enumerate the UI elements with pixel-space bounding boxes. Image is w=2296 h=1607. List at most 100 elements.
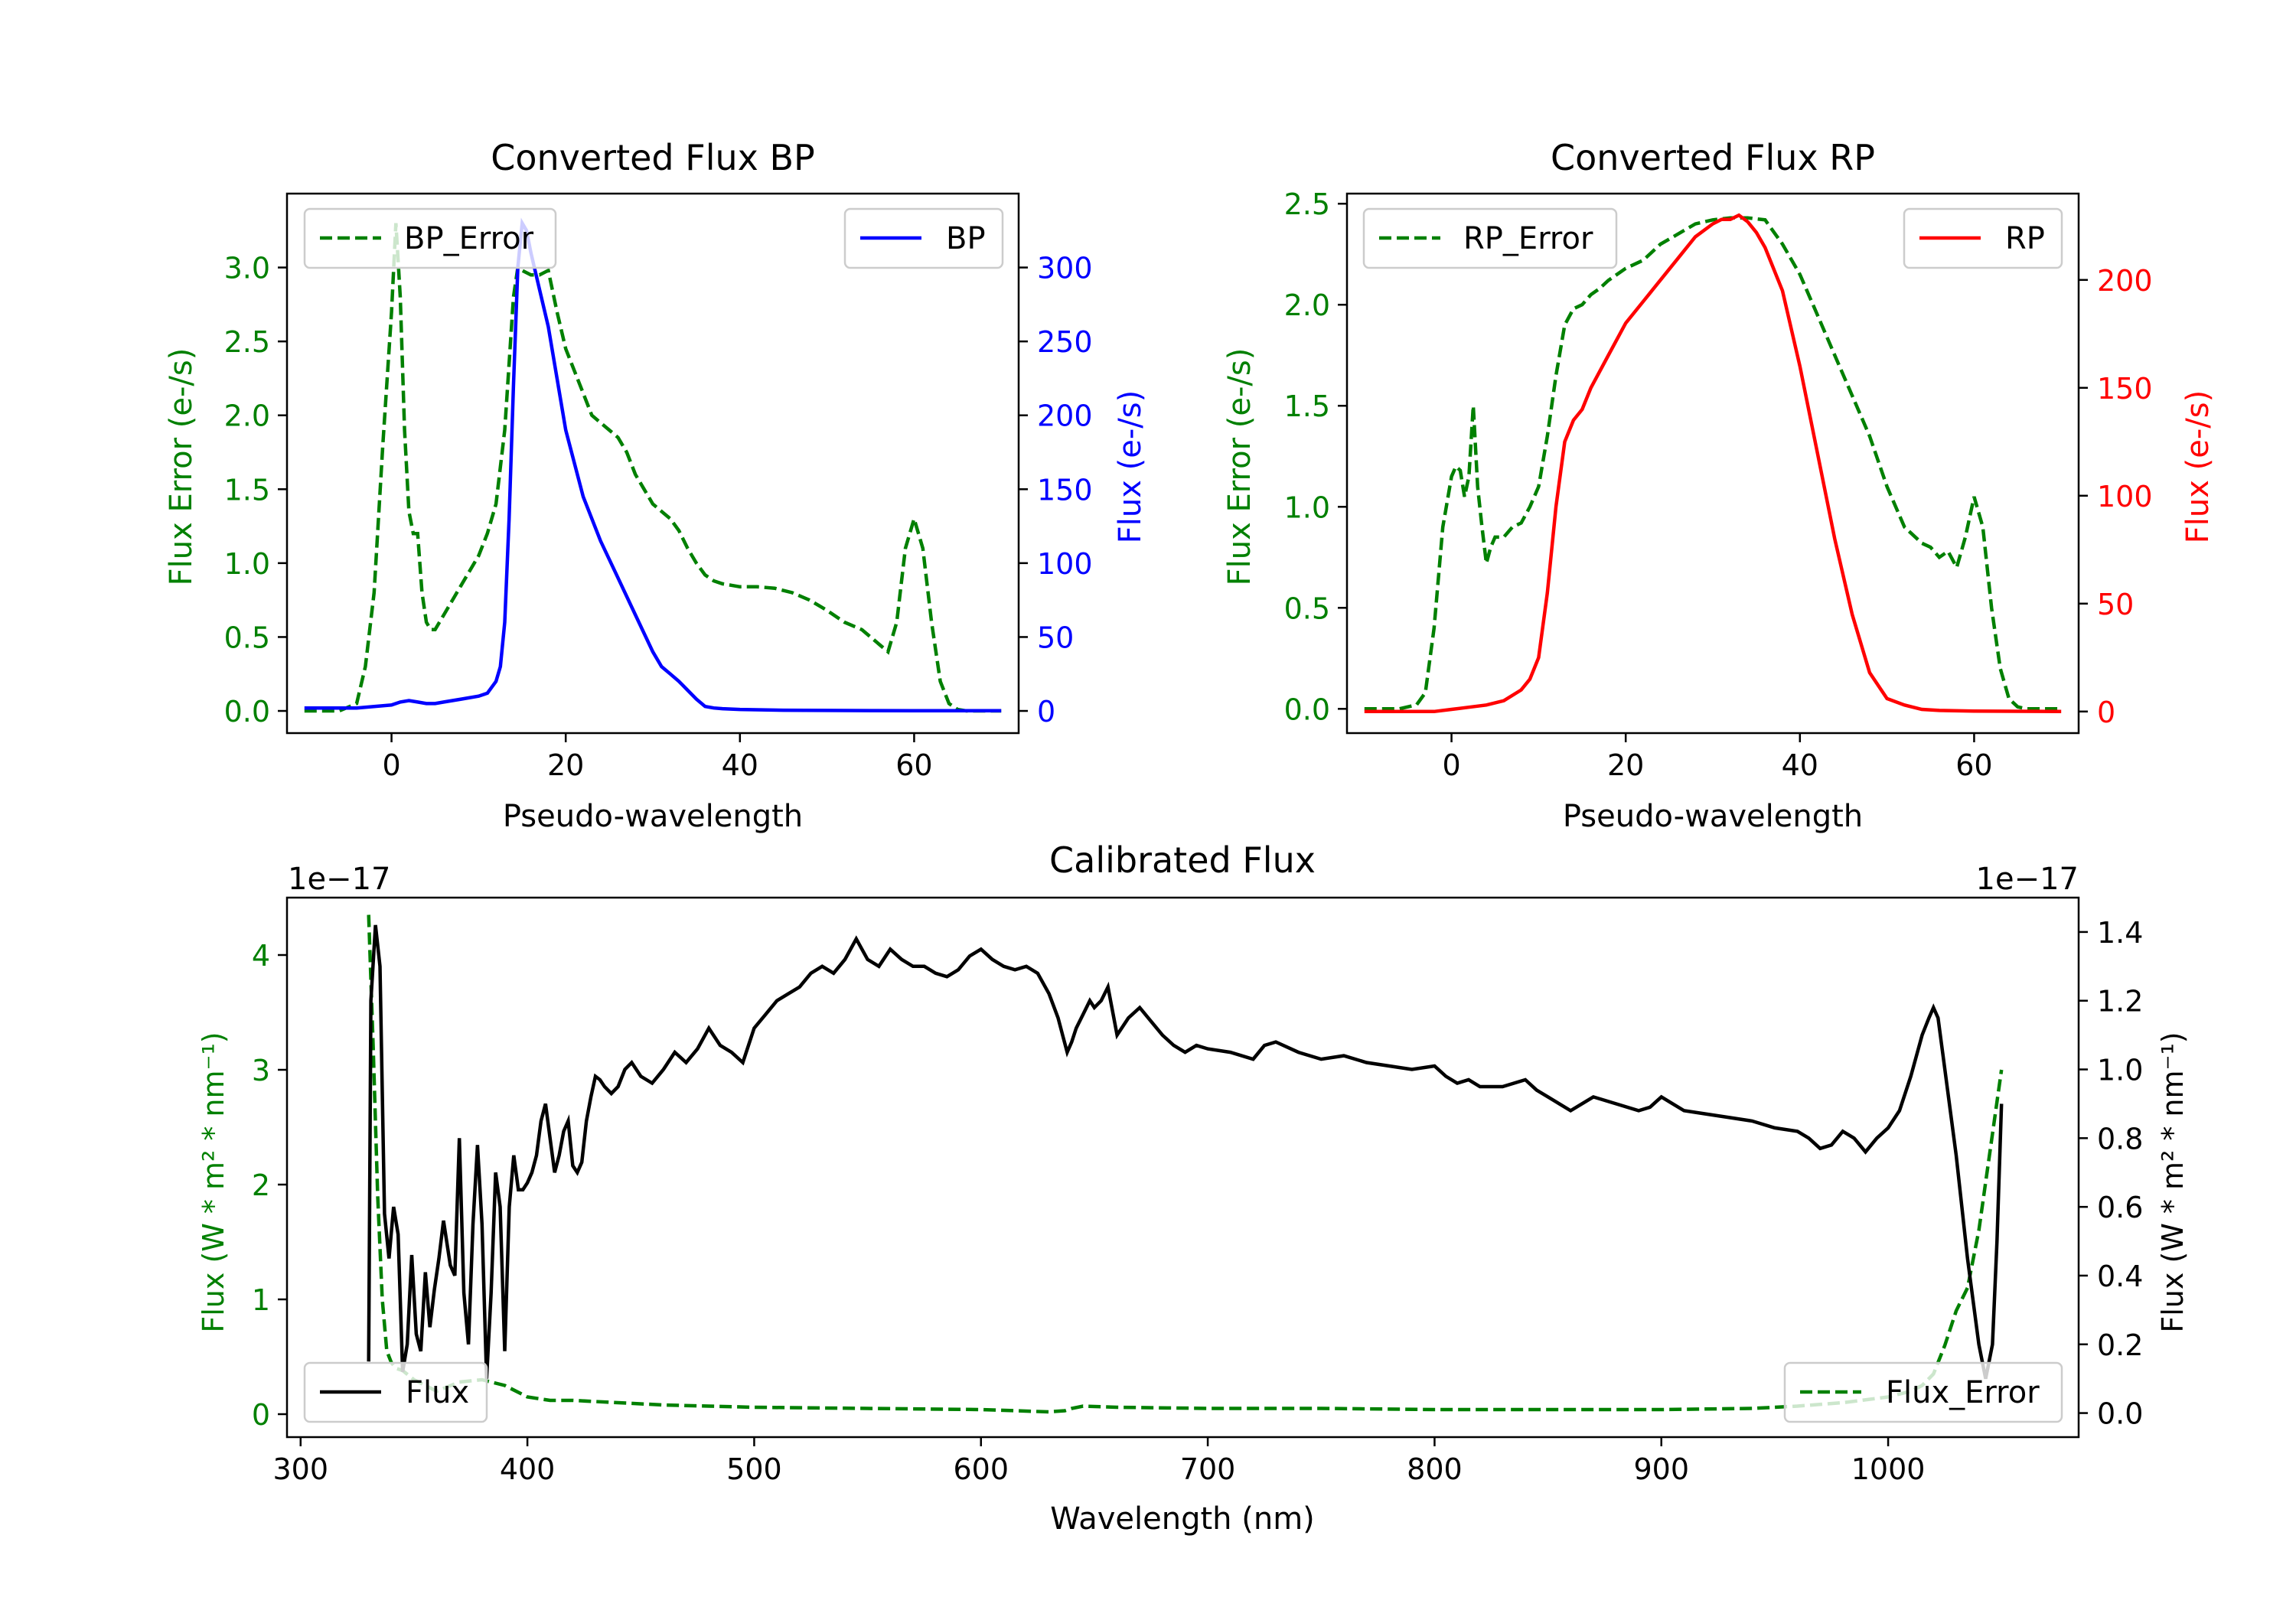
flux-line bbox=[367, 924, 2004, 1380]
bp-plot-frame bbox=[285, 192, 1020, 735]
rp-right-y-ticks: 0 50 100 150 200 bbox=[2079, 264, 2153, 729]
rp-left-y-tick-label: 1.0 bbox=[1284, 491, 1330, 524]
rp-panel: Converted Flux RP Pseudo-wavelength Flux… bbox=[1222, 137, 2216, 834]
rp-left-y-tick-label: 1.5 bbox=[1284, 390, 1330, 423]
calibrated-x-tick-label: 700 bbox=[1180, 1452, 1236, 1486]
calibrated-left-y-tick-label: 0 bbox=[252, 1398, 270, 1432]
bp-x-tick-label: 20 bbox=[547, 748, 584, 782]
rp-x-tick-label: 40 bbox=[1782, 748, 1818, 782]
rp-flux-legend-box bbox=[1903, 207, 2063, 269]
rp-right-y-tick-label: 0 bbox=[2097, 696, 2115, 729]
bp-left-y-tick-label: 3.0 bbox=[224, 252, 270, 285]
flux-error-legend: Flux_Error bbox=[1783, 1361, 2063, 1423]
bp-right-y-tick-label: 0 bbox=[1037, 695, 1055, 729]
bp-flux-legend: BP bbox=[843, 207, 1004, 269]
rp-flux-legend: RP bbox=[1903, 207, 2063, 269]
bp-error-line bbox=[304, 223, 1002, 713]
calibrated-right-y-tick-label: 0.0 bbox=[2097, 1397, 2143, 1431]
rp-left-y-tick-label: 2.5 bbox=[1284, 187, 1330, 221]
rp-flux-legend-label: RP bbox=[2005, 221, 2045, 256]
rp-left-y-label: Flux Error (e-/s) bbox=[1222, 348, 1257, 586]
bp-right-y-ticks: 0 50 100 150 200 250 300 bbox=[1019, 252, 1093, 729]
bp-x-ticks: 0 20 40 60 bbox=[382, 733, 933, 782]
bp-left-y-ticks: 0.0 0.5 1.0 1.5 2.0 2.5 3.0 bbox=[224, 252, 287, 729]
calibrated-right-offset: 1e−17 bbox=[1976, 862, 2079, 897]
bp-flux-legend-label: BP bbox=[946, 221, 986, 256]
rp-error-legend-label: RP_Error bbox=[1463, 221, 1593, 256]
calibrated-right-y-tick-label: 1.0 bbox=[2097, 1054, 2143, 1087]
bp-x-label: Pseudo-wavelength bbox=[503, 799, 803, 834]
rp-right-y-tick-label: 200 bbox=[2097, 264, 2153, 298]
bp-left-y-tick-label: 2.5 bbox=[224, 325, 270, 359]
calibrated-x-tick-label: 400 bbox=[500, 1452, 556, 1486]
bp-right-y-tick-label: 200 bbox=[1037, 399, 1093, 433]
calibrated-right-y-tick-label: 0.2 bbox=[2097, 1328, 2143, 1362]
calibrated-left-offset: 1e−17 bbox=[288, 862, 390, 897]
bp-left-y-tick-label: 0.5 bbox=[224, 621, 270, 654]
rp-error-line bbox=[1364, 216, 2062, 711]
calibrated-x-label: Wavelength (nm) bbox=[1050, 1501, 1315, 1537]
rp-right-y-tick-label: 100 bbox=[2097, 480, 2153, 513]
calibrated-left-y-ticks: 0 1 2 3 4 bbox=[252, 939, 287, 1432]
calibrated-x-tick-label: 600 bbox=[954, 1452, 1009, 1486]
rp-right-y-label: Flux (e-/s) bbox=[2180, 390, 2216, 543]
rp-right-y-tick-label: 150 bbox=[2097, 372, 2153, 406]
calibrated-plot-frame bbox=[285, 896, 2080, 1439]
rp-error-legend-box bbox=[1362, 207, 1618, 269]
bp-left-y-tick-label: 0.0 bbox=[224, 695, 270, 729]
calibrated-title: Calibrated Flux bbox=[1049, 839, 1316, 881]
calibrated-x-tick-label: 800 bbox=[1407, 1452, 1463, 1486]
bp-right-y-tick-label: 250 bbox=[1037, 325, 1093, 359]
bp-left-y-tick-label: 2.0 bbox=[224, 399, 270, 433]
flux-error-legend-box bbox=[1783, 1361, 2063, 1423]
bp-right-y-tick-label: 50 bbox=[1037, 621, 1074, 654]
calibrated-x-tick-label: 900 bbox=[1633, 1452, 1689, 1486]
bp-title: Converted Flux BP bbox=[491, 137, 815, 178]
calibrated-x-ticks: 300 400 500 600 700 800 900 1000 bbox=[273, 1437, 1926, 1486]
bp-flux-line bbox=[304, 217, 1002, 713]
bp-right-y-tick-label: 300 bbox=[1037, 252, 1093, 285]
rp-plot-frame bbox=[1345, 192, 2080, 735]
calibrated-right-y-label: Flux (W * m² * nm⁻¹) bbox=[2156, 1032, 2190, 1332]
bp-x-tick-label: 40 bbox=[722, 748, 758, 782]
calibrated-right-y-tick-label: 0.4 bbox=[2097, 1260, 2143, 1293]
bp-panel: Converted Flux BP Pseudo-wavelength Flux… bbox=[164, 137, 1148, 834]
rp-left-y-tick-label: 0.0 bbox=[1284, 693, 1330, 726]
calibrated-right-y-tick-label: 1.2 bbox=[2097, 985, 2143, 1019]
flux-error-legend-label: Flux_Error bbox=[1886, 1375, 2040, 1410]
calibrated-left-y-tick-label: 2 bbox=[252, 1169, 270, 1202]
bp-right-y-tick-label: 100 bbox=[1037, 547, 1093, 581]
rp-flux-line bbox=[1364, 213, 2062, 714]
bp-error-legend-label: BP_Error bbox=[404, 221, 534, 256]
rp-x-tick-label: 60 bbox=[1955, 748, 1992, 782]
rp-error-legend: RP_Error bbox=[1362, 207, 1618, 269]
calibrated-left-y-tick-label: 4 bbox=[252, 939, 270, 973]
bp-left-y-label: Flux Error (e-/s) bbox=[164, 348, 199, 586]
rp-x-tick-label: 20 bbox=[1607, 748, 1644, 782]
rp-title: Converted Flux RP bbox=[1551, 137, 1875, 178]
bp-error-legend-box bbox=[303, 207, 557, 269]
bp-right-y-tick-label: 150 bbox=[1037, 473, 1093, 507]
rp-x-tick-label: 0 bbox=[1442, 748, 1460, 782]
calibrated-right-y-tick-label: 0.8 bbox=[2097, 1122, 2143, 1156]
rp-x-ticks: 0 20 40 60 bbox=[1442, 733, 1993, 782]
rp-left-y-tick-label: 0.5 bbox=[1284, 592, 1330, 625]
calibrated-left-y-tick-label: 3 bbox=[252, 1054, 270, 1087]
calibrated-left-y-label: Flux (W * m² * nm⁻¹) bbox=[197, 1032, 230, 1332]
bp-left-y-tick-label: 1.5 bbox=[224, 473, 270, 507]
bp-error-legend: BP_Error bbox=[303, 207, 557, 269]
rp-right-y-tick-label: 50 bbox=[2097, 588, 2134, 621]
bp-flux-legend-box bbox=[843, 207, 1004, 269]
flux-legend-box bbox=[303, 1361, 488, 1423]
rp-left-y-tick-label: 2.0 bbox=[1284, 288, 1330, 322]
calibrated-right-y-ticks: 0.0 0.2 0.4 0.6 0.8 1.0 1.2 1.4 bbox=[2079, 916, 2143, 1431]
bp-x-tick-label: 60 bbox=[895, 748, 932, 782]
calibrated-x-tick-label: 1000 bbox=[1851, 1452, 1926, 1486]
bp-left-y-tick-label: 1.0 bbox=[224, 547, 270, 581]
rp-left-y-ticks: 0.0 0.5 1.0 1.5 2.0 2.5 bbox=[1284, 187, 1347, 726]
rp-x-label: Pseudo-wavelength bbox=[1563, 799, 1863, 834]
flux-legend-label: Flux bbox=[406, 1375, 469, 1410]
calibrated-right-y-tick-label: 1.4 bbox=[2097, 916, 2143, 950]
bp-right-y-label: Flux (e-/s) bbox=[1113, 390, 1148, 543]
